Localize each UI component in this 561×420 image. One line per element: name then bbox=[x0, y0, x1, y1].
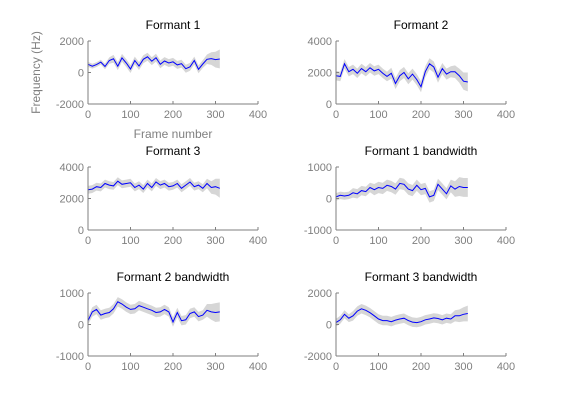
y-tick-label: 4000 bbox=[60, 162, 84, 174]
confidence-band bbox=[336, 58, 468, 93]
x-tick-label: 200 bbox=[412, 361, 430, 373]
x-tick-label: 400 bbox=[497, 109, 515, 121]
series-line bbox=[335, 62, 468, 88]
y-tick-label: 2000 bbox=[60, 194, 84, 206]
series-line bbox=[87, 180, 220, 191]
x-tick-label: 0 bbox=[333, 361, 339, 373]
x-tick-label: 100 bbox=[121, 109, 139, 121]
y-tick-label: 2000 bbox=[308, 68, 332, 80]
x-tick-label: 200 bbox=[412, 109, 430, 121]
y-tick-label: 0 bbox=[326, 194, 332, 206]
x-tick-label: 300 bbox=[206, 235, 224, 247]
y-tick-label: -2000 bbox=[304, 351, 332, 363]
y-tick-label: 0 bbox=[78, 320, 84, 332]
series-line bbox=[87, 56, 220, 71]
y-tick-label: -1000 bbox=[304, 225, 332, 237]
subplot-title: Formant 1 bbox=[146, 18, 201, 32]
x-tick-label: 200 bbox=[164, 109, 182, 121]
confidence-band bbox=[88, 49, 220, 74]
x-tick-label: 200 bbox=[412, 235, 430, 247]
x-tick-label: 400 bbox=[497, 361, 515, 373]
y-tick-label: -1000 bbox=[56, 351, 84, 363]
x-tick-label: 200 bbox=[164, 235, 182, 247]
y-tick-label: 1000 bbox=[60, 288, 84, 300]
y-tick-label: 0 bbox=[78, 68, 84, 80]
confidence-band bbox=[336, 177, 468, 203]
x-axis-label: Frame number bbox=[134, 127, 213, 141]
x-tick-label: 300 bbox=[454, 361, 472, 373]
x-tick-label: 0 bbox=[85, 235, 91, 247]
x-tick-label: 100 bbox=[121, 235, 139, 247]
x-tick-label: 100 bbox=[369, 109, 387, 121]
x-tick-label: 300 bbox=[206, 109, 224, 121]
subplot-title: Formant 2 bandwidth bbox=[117, 270, 230, 284]
y-axis-label: Frequency (Hz) bbox=[29, 31, 43, 114]
y-tick-label: 0 bbox=[326, 320, 332, 332]
confidence-band bbox=[336, 304, 468, 328]
confidence-band bbox=[88, 177, 220, 198]
x-tick-label: 200 bbox=[164, 361, 182, 373]
y-tick-label: 1000 bbox=[308, 162, 332, 174]
x-tick-label: 300 bbox=[454, 235, 472, 247]
x-tick-label: 400 bbox=[249, 235, 267, 247]
series-line bbox=[335, 308, 468, 324]
y-tick-label: 4000 bbox=[308, 36, 332, 48]
x-tick-label: 400 bbox=[249, 361, 267, 373]
x-tick-label: 300 bbox=[206, 361, 224, 373]
x-tick-label: 100 bbox=[369, 235, 387, 247]
x-tick-label: 400 bbox=[249, 109, 267, 121]
subplot-title: Formant 2 bbox=[394, 18, 449, 32]
x-tick-label: 300 bbox=[454, 109, 472, 121]
y-tick-label: -2000 bbox=[56, 99, 84, 111]
x-tick-label: 100 bbox=[121, 361, 139, 373]
x-tick-label: 0 bbox=[85, 109, 91, 121]
series-line bbox=[335, 182, 468, 198]
x-tick-label: 0 bbox=[333, 109, 339, 121]
subplot-title: Formant 3 bandwidth bbox=[365, 270, 478, 284]
x-tick-label: 0 bbox=[333, 235, 339, 247]
y-tick-label: 0 bbox=[78, 225, 84, 237]
series-line bbox=[87, 301, 220, 324]
y-tick-label: 2000 bbox=[308, 288, 332, 300]
x-tick-label: 100 bbox=[369, 361, 387, 373]
subplot-title: Formant 1 bandwidth bbox=[365, 144, 478, 158]
y-tick-label: 0 bbox=[326, 99, 332, 111]
y-tick-label: 2000 bbox=[60, 36, 84, 48]
x-tick-label: 0 bbox=[85, 361, 91, 373]
subplot-title: Formant 3 bbox=[146, 144, 201, 158]
x-tick-label: 400 bbox=[497, 235, 515, 247]
